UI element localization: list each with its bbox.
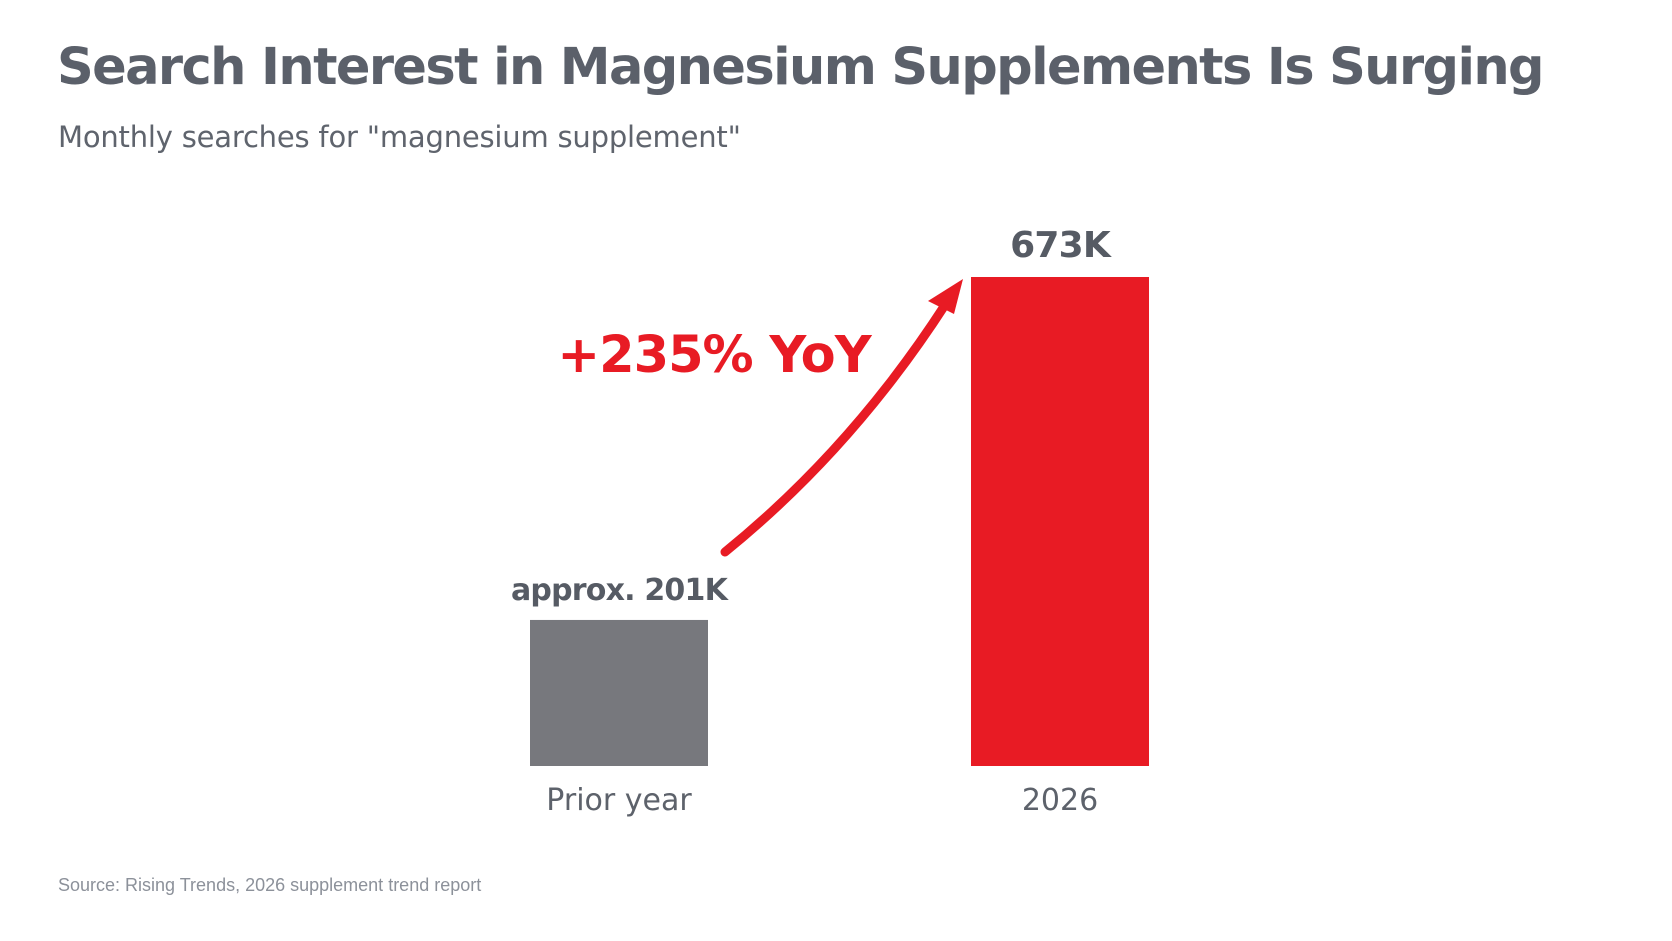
growth-annotation: +235% YoY [557, 326, 872, 385]
bars-group: approx. 201K Prior year 673K 2026 [511, 225, 1149, 818]
chart-title: Search Interest in Magnesium Supplements… [57, 38, 1545, 97]
bar-0 [530, 619, 708, 766]
category-label-1: 2026 [1022, 783, 1098, 818]
growth-arrowhead [928, 279, 963, 314]
source-note: Source: Rising Trends, 2026 supplement t… [58, 875, 482, 895]
growth-arrow [720, 300, 950, 557]
chart-subtitle: Monthly searches for "magnesium suppleme… [58, 120, 741, 154]
value-label-1: 673K [1010, 225, 1112, 266]
value-label-0: approx. 201K [511, 573, 730, 608]
bar-1 [971, 277, 1149, 766]
category-label-0: Prior year [546, 783, 692, 818]
